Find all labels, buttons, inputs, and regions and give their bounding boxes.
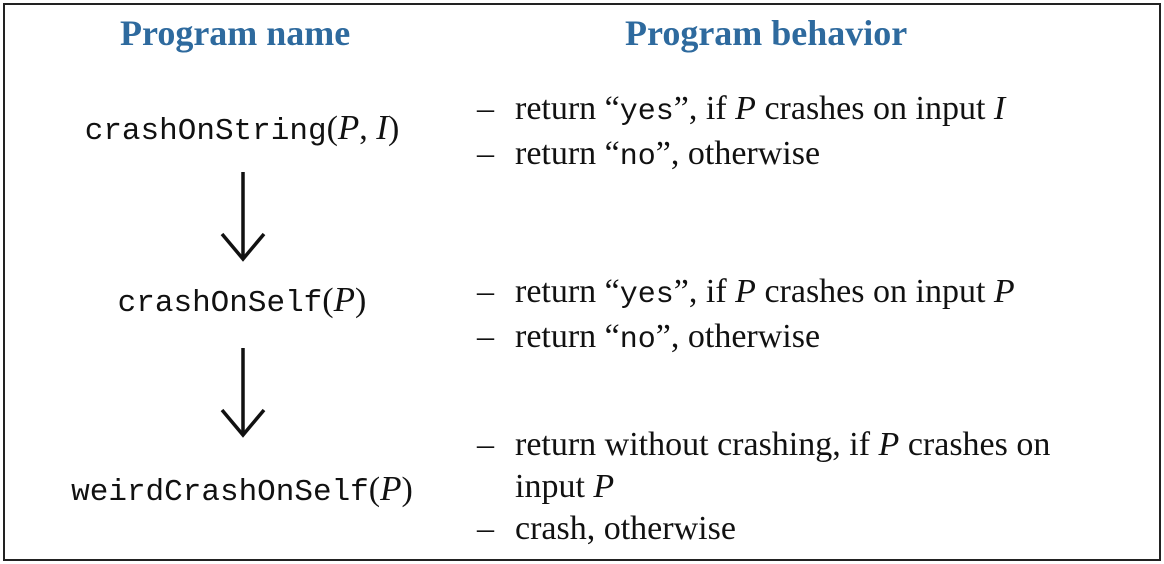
arg: P <box>337 108 360 147</box>
behavior-line: – return without crashing, if P crashes o… <box>477 426 1051 463</box>
down-arrow-icon <box>220 348 266 438</box>
behavior-line: – crash, otherwise <box>477 510 736 547</box>
behavior-weirdcrashonself: – return without crashing, if P crashes o… <box>477 424 1050 550</box>
table-frame <box>3 3 1161 561</box>
behavior-line: – return “yes”, if P crashes on input P <box>477 273 1015 312</box>
behavior-crashonstring: – return “yes”, if P crashes on input I –… <box>477 88 1005 178</box>
arg: P <box>380 469 402 508</box>
program-weirdcrashonself: weirdCrashOnSelf(P) <box>71 469 413 510</box>
arg: P <box>333 280 356 319</box>
behavior-line: – return “no”, otherwise <box>477 135 821 174</box>
program-name: weirdCrashOnSelf <box>71 475 369 510</box>
header-program-name: Program name <box>120 13 351 53</box>
behavior-crashonself: – return “yes”, if P crashes on input P –… <box>477 271 1015 361</box>
behavior-line: – return “yes”, if P crashes on input I <box>477 90 1006 129</box>
behavior-line: – return “no”, otherwise <box>477 318 821 357</box>
down-arrow-icon <box>220 172 266 262</box>
arg: I <box>376 108 388 147</box>
header-program-behavior: Program behavior <box>625 13 908 53</box>
program-crashonself: crashOnSelf(P) <box>117 280 367 321</box>
program-name: crashOnSelf <box>117 286 323 321</box>
program-name: crashOnString <box>84 114 327 149</box>
program-crashonstring: crashOnString(P, I) <box>84 108 400 149</box>
behavior-line: input P <box>515 468 615 505</box>
